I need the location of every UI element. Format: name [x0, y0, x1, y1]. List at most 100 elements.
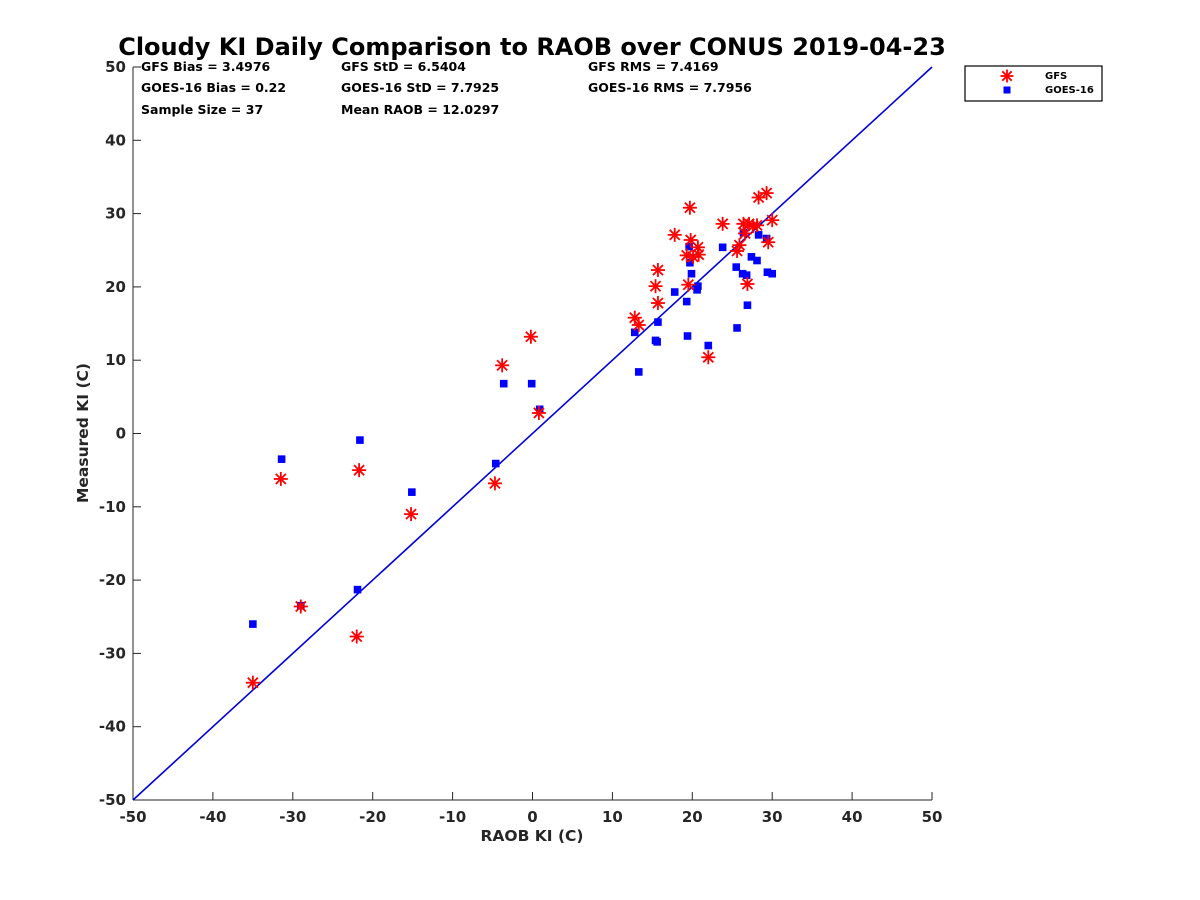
gfs-point: [648, 279, 663, 294]
x-tick-label: 20: [682, 808, 703, 826]
gfs-point: [293, 599, 308, 614]
x-axis-label: RAOB KI (C): [480, 827, 583, 845]
goes16-point: [408, 488, 416, 496]
gfs-point: [691, 247, 706, 262]
stat-label: GOES-16 StD = 7.7925: [341, 80, 499, 95]
legend-gfs-label: GFS: [1045, 71, 1067, 82]
goes16-point: [768, 269, 776, 278]
gfs-point: [650, 296, 665, 311]
goes16-point: [654, 318, 662, 326]
goes16-point: [653, 338, 661, 346]
legend-goes16-label: GOES-16: [1045, 85, 1094, 96]
goes16-point: [249, 620, 257, 628]
x-tick-label: -40: [199, 808, 226, 826]
gfs-point: [761, 235, 776, 250]
series-goes-16: [249, 228, 776, 628]
goes16-point: [753, 256, 761, 265]
goes16-point: [527, 379, 536, 388]
goes16-point: [356, 436, 364, 444]
gfs-point: [273, 471, 288, 486]
gfs-point: [701, 350, 716, 365]
goes16-point: [499, 379, 508, 388]
gfs-point: [245, 675, 260, 690]
x-tick-label: 40: [842, 808, 863, 826]
goes16-point: [670, 288, 679, 296]
gfs-point: [627, 310, 642, 325]
legend-gfs-marker: [1000, 69, 1014, 83]
y-tick-label: 20: [105, 278, 126, 296]
goes16-point: [353, 585, 362, 594]
stat-label: Sample Size = 37: [141, 102, 263, 117]
gfs-point: [631, 318, 646, 333]
one-to-one-line: [132, 66, 933, 801]
gfs-point: [487, 476, 502, 491]
goes16-point: [762, 234, 771, 243]
goes16-point: [742, 271, 751, 279]
gfs-point: [349, 629, 364, 644]
y-tick-label: 40: [105, 131, 126, 149]
y-axis-label: Measured KI (C): [74, 363, 92, 503]
stat-label: GFS RMS = 7.4169: [588, 59, 719, 74]
stat-label: GFS Bias = 3.4976: [141, 59, 271, 74]
legend-box: [964, 65, 1103, 102]
goes16-point: [754, 231, 763, 239]
gfs-point: [740, 276, 755, 291]
gfs-point: [681, 277, 696, 292]
gfs-point: [495, 358, 510, 373]
goes16-point: [686, 258, 694, 267]
x-tick-label: -20: [359, 808, 386, 826]
gfs-point: [759, 186, 774, 201]
gfs-point: [352, 463, 367, 478]
legend-goes16-marker: [1003, 86, 1011, 94]
plot-axes: -50 -40 -30 -20 -10 0 10 20 30 40 50 -50 -40 -30 -20 -1…: [99, 58, 943, 826]
y-tick-label: 0: [116, 425, 126, 443]
gfs-point: [682, 200, 697, 215]
x-tick-label: 0: [527, 808, 537, 826]
stat-label: Mean RAOB = 12.0297: [341, 102, 499, 117]
goes16-point: [682, 297, 691, 306]
x-tick-label: -10: [439, 808, 466, 826]
goes16-point: [747, 253, 756, 261]
x-tick-label: 50: [922, 808, 943, 826]
gfs-point: [667, 227, 682, 242]
gfs-point: [531, 405, 546, 420]
gfs-point: [750, 218, 765, 233]
stat-label: GOES-16 RMS = 7.7956: [588, 80, 752, 95]
reference-line-layer: [132, 66, 933, 801]
x-tick-label: 10: [602, 808, 623, 826]
goes16-point: [685, 242, 693, 251]
goes16-point: [277, 455, 286, 463]
goes16-point: [743, 301, 752, 310]
y-tick-label: 30: [105, 205, 126, 223]
legend: GFS GOES-16: [964, 65, 1103, 102]
y-tick-label: -40: [99, 718, 126, 736]
x-tick-label: -30: [279, 808, 306, 826]
y-tick-label: 10: [105, 351, 126, 369]
gfs-point: [732, 238, 747, 253]
gfs-point: [404, 507, 419, 522]
y-tick-label: 50: [105, 58, 126, 76]
gfs-point: [715, 216, 730, 231]
goes16-point: [630, 328, 639, 337]
stats-annotations: GFS Bias = 3.4976 GFS StD = 6.5404 GFS RMS…: [141, 59, 752, 117]
goes16-point: [694, 282, 702, 290]
goes16-point: [732, 263, 741, 271]
stat-label: GOES-16 Bias = 0.22: [141, 80, 286, 95]
goes16-point: [763, 268, 772, 277]
stat-label: GFS StD = 6.5404: [341, 59, 466, 74]
x-tick-label: -50: [119, 808, 146, 826]
goes16-point: [738, 269, 747, 278]
gfs-point: [765, 213, 780, 228]
y-tick-label: -50: [99, 791, 126, 809]
y-tick-label: -10: [99, 498, 126, 516]
gfs-point: [523, 329, 538, 344]
y-tick-label: -20: [99, 571, 126, 589]
goes16-point: [687, 269, 696, 278]
chart-title: Cloudy KI Daily Comparison to RAOB over …: [118, 33, 946, 61]
goes16-point: [683, 332, 692, 340]
series-gfs: [245, 186, 780, 690]
goes16-point: [718, 243, 727, 252]
goes16-point: [491, 459, 500, 468]
x-tick-label: 30: [762, 808, 783, 826]
